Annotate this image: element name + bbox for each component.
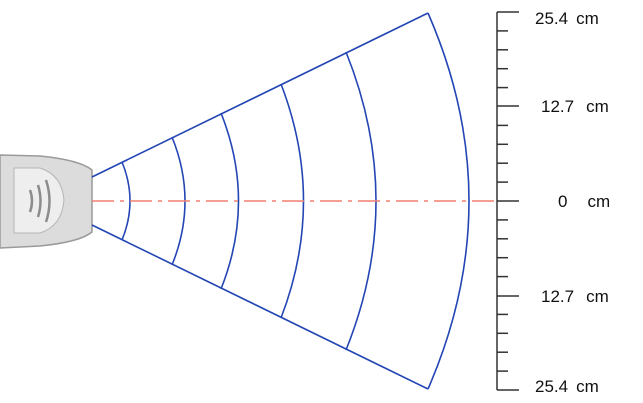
scale-labels: 25.4 cm 12.7 cm 0 cm 12.7 cm 25.4 cm: [535, 9, 610, 396]
scale-label-bottom: 25.4 cm: [535, 377, 599, 396]
beam-arc-3: [220, 112, 240, 290]
scale-minor-ticks: [497, 30, 508, 372]
beam-upper-edge: [91, 12, 429, 178]
scale-label-center: 0 cm: [558, 192, 610, 211]
scale-label-top: 25.4 cm: [535, 9, 599, 28]
distance-scale: [496, 11, 519, 391]
scale-label-lower: 12.7 cm: [541, 287, 609, 306]
scanner-icon: [0, 154, 93, 249]
beam-lower-edge: [91, 224, 429, 390]
scale-label-upper: 12.7 cm: [541, 97, 609, 116]
beam-arc-6: [427, 12, 470, 390]
